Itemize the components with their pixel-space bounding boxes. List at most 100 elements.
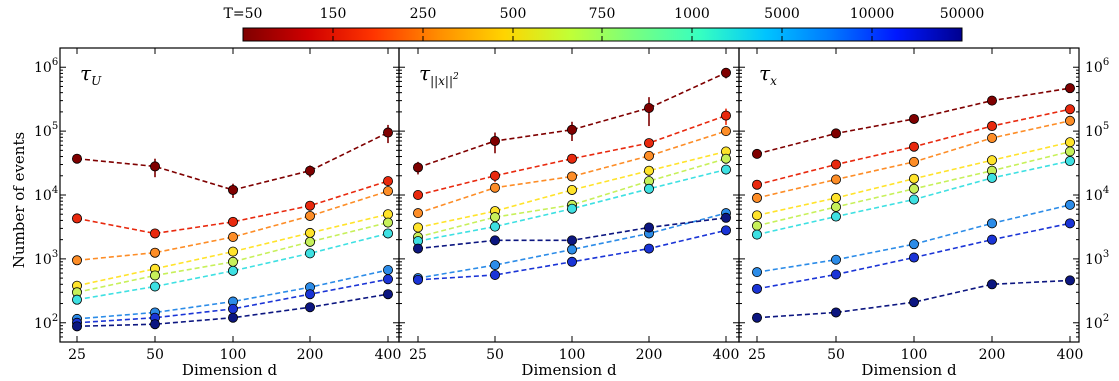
x-tick-label: 400 [1057, 347, 1084, 363]
panels: 25 50 100 200 400 Dimension d τU 25 50 100 200 400 D… [34, 47, 1109, 379]
data-point [304, 165, 315, 176]
series-150 [412, 108, 732, 200]
data-point [909, 239, 920, 250]
series-line [417, 72, 727, 169]
series-50000 [412, 212, 732, 254]
y-tick-label-right: 106 [1085, 57, 1109, 76]
data-point [987, 133, 998, 144]
data-point [831, 307, 842, 318]
y-axis-label: Number of events [10, 132, 28, 268]
x-tick-label: 200 [297, 347, 324, 363]
data-point [382, 274, 393, 285]
colorbar: T=50 150 250 500 750 1000 5000 10000 50000 [224, 6, 985, 42]
data-point [752, 220, 763, 231]
x-tick-label: 50 [146, 347, 164, 363]
data-point [721, 212, 732, 223]
data-point [72, 213, 83, 224]
data-point [1065, 83, 1076, 94]
data-point [149, 247, 160, 258]
data-point [909, 194, 920, 205]
panel-label: τU [80, 61, 102, 88]
data-point [149, 319, 160, 330]
series-line [76, 232, 389, 301]
x-axis-label: Dimension d [861, 361, 957, 379]
colorbar-tick-label: 500 [500, 6, 527, 22]
data-point [831, 254, 842, 265]
series-5000 [412, 208, 732, 284]
series-line [76, 190, 389, 262]
data-point [721, 164, 732, 175]
series-750 [72, 217, 393, 298]
data-point [227, 265, 238, 276]
data-point [382, 264, 393, 275]
data-point [1065, 156, 1076, 167]
data-point [831, 128, 842, 139]
data-point [721, 110, 732, 121]
data-point [149, 161, 160, 172]
series-line [76, 180, 389, 235]
series-250 [72, 186, 393, 266]
data-point [721, 225, 732, 236]
series-150 [752, 104, 1076, 190]
data-point [752, 179, 763, 190]
data-point [489, 136, 500, 147]
series-250 [752, 115, 1076, 203]
x-axis-label: Dimension d [182, 361, 278, 379]
data-point [987, 121, 998, 132]
data-point [567, 256, 578, 267]
y-tick-label-left: 104 [34, 185, 58, 204]
data-point [909, 252, 920, 263]
data-point [831, 201, 842, 212]
panel-1: 25 50 100 200 400 Dimension d τU [59, 47, 401, 379]
data-point [987, 95, 998, 106]
data-point [489, 212, 500, 223]
data-point [304, 248, 315, 259]
series-line [417, 130, 727, 214]
series-line [756, 279, 1071, 319]
data-point [227, 232, 238, 243]
data-point [721, 67, 732, 78]
series-line [756, 204, 1071, 273]
series-10000 [752, 218, 1076, 294]
x-tick-label: 200 [636, 347, 663, 363]
data-point [489, 269, 500, 280]
series-50 [752, 83, 1076, 159]
data-point [412, 274, 423, 285]
data-point [987, 279, 998, 290]
series-line [417, 114, 727, 196]
colorbar-tick-label: 750 [589, 6, 616, 22]
data-point [382, 127, 393, 138]
data-point [489, 260, 500, 271]
colorbar-tick-labels: T=50 150 250 500 750 1000 5000 10000 50000 [224, 6, 985, 22]
data-point [304, 210, 315, 221]
series-750 [412, 153, 732, 243]
data-point [909, 297, 920, 308]
data-point [227, 256, 238, 267]
data-point [227, 303, 238, 314]
series-750 [752, 146, 1076, 231]
series-1000 [412, 164, 732, 247]
data-point [567, 184, 578, 195]
data-point [412, 222, 423, 233]
x-tick-label: 100 [559, 347, 586, 363]
series-line [76, 213, 389, 287]
data-point [1065, 115, 1076, 126]
y-tick-label-right: 105 [1085, 121, 1109, 140]
data-point [304, 200, 315, 211]
data-point [304, 302, 315, 313]
data-point [382, 186, 393, 197]
series-150 [72, 176, 393, 239]
data-point [1065, 218, 1076, 229]
data-point [1065, 104, 1076, 115]
data-point [987, 218, 998, 229]
data-point [412, 208, 423, 219]
data-point [72, 321, 83, 332]
data-point [304, 236, 315, 247]
series-50000 [752, 275, 1076, 323]
data-point [987, 172, 998, 183]
data-point [227, 312, 238, 323]
x-axis-label: Dimension d [521, 361, 617, 379]
data-point [382, 217, 393, 228]
data-point [412, 243, 423, 254]
